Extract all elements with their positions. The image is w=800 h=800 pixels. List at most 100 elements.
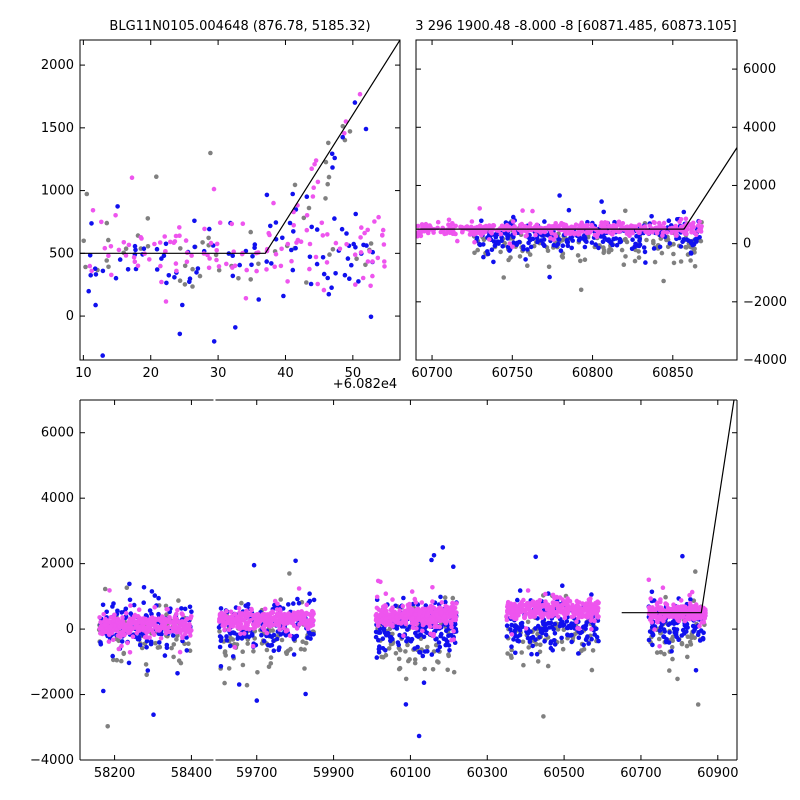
data-point-pink bbox=[174, 268, 179, 274]
data-point-blue bbox=[311, 597, 317, 603]
data-point-gray bbox=[403, 676, 409, 682]
data-point-gray bbox=[104, 220, 110, 226]
data-point-pink bbox=[145, 624, 151, 629]
data-point-blue bbox=[192, 244, 197, 250]
data-point-pink bbox=[202, 226, 207, 232]
data-point-pink bbox=[391, 618, 397, 623]
data-point-pink bbox=[587, 603, 593, 608]
data-point-pink bbox=[378, 579, 383, 585]
data-point-gray bbox=[658, 649, 664, 655]
data-point-blue bbox=[412, 646, 418, 651]
data-point-blue bbox=[305, 635, 311, 640]
data-point-blue bbox=[560, 243, 566, 248]
data-point-gray bbox=[178, 660, 184, 666]
data-point-pink bbox=[115, 616, 121, 622]
data-point-rising bbox=[340, 123, 346, 129]
data-point-blue bbox=[195, 266, 201, 271]
data-point-pink bbox=[108, 623, 114, 629]
data-point-pink bbox=[437, 605, 442, 610]
data-point-blue bbox=[540, 241, 546, 247]
data-point-blue bbox=[601, 209, 606, 215]
data-point-blue bbox=[236, 682, 242, 687]
data-point-blue bbox=[413, 630, 418, 636]
data-point-pink bbox=[158, 263, 163, 269]
data-point-blue bbox=[164, 645, 170, 650]
data-point-gray bbox=[186, 641, 191, 646]
data-point-blue bbox=[474, 235, 480, 241]
data-point-pink bbox=[127, 650, 133, 655]
data-point-blue bbox=[680, 553, 685, 559]
data-point-blue bbox=[224, 638, 230, 643]
data-point-blue bbox=[599, 199, 604, 204]
data-point-gray bbox=[279, 637, 285, 643]
data-point-blue bbox=[548, 639, 554, 644]
data-point-pink bbox=[101, 612, 106, 617]
data-point-blue bbox=[132, 243, 138, 249]
data-point-gray bbox=[244, 682, 250, 688]
data-point-gray bbox=[154, 174, 159, 179]
data-point-gray bbox=[171, 642, 177, 647]
data-point-blue bbox=[515, 638, 520, 644]
data-point-blue bbox=[431, 553, 437, 558]
data-point-gray bbox=[304, 280, 309, 285]
data-point-blue bbox=[583, 238, 588, 244]
data-point-pink bbox=[176, 619, 182, 625]
data-point-pink bbox=[179, 611, 185, 616]
data-point-blue bbox=[269, 642, 275, 648]
x-tick-label: 30 bbox=[210, 366, 227, 381]
data-point-pink bbox=[163, 249, 168, 254]
y-tick-label: 2000 bbox=[41, 557, 74, 572]
data-point-blue bbox=[491, 239, 497, 244]
data-point-blue bbox=[543, 632, 549, 637]
data-point-rising bbox=[323, 196, 328, 201]
data-point-pink bbox=[333, 240, 339, 246]
data-point-gray bbox=[498, 249, 503, 255]
data-point-blue bbox=[269, 261, 274, 266]
data-point-blue bbox=[596, 638, 601, 644]
data-point-pink bbox=[674, 615, 680, 621]
data-point-pink bbox=[162, 234, 167, 239]
data-point-pink bbox=[139, 619, 145, 624]
data-point-pink bbox=[214, 241, 220, 247]
data-point-rising bbox=[304, 194, 310, 199]
data-point-pink bbox=[260, 612, 266, 617]
data-point-blue bbox=[650, 632, 656, 637]
data-point-pink bbox=[682, 618, 688, 624]
data-point-pink bbox=[413, 612, 419, 617]
data-point-gray bbox=[675, 676, 680, 682]
data-point-blue bbox=[541, 237, 547, 242]
data-point-rising bbox=[310, 194, 316, 199]
data-point-blue bbox=[528, 244, 534, 250]
data-point-pink bbox=[274, 618, 280, 624]
data-point-gray bbox=[102, 586, 108, 592]
data-point-gray bbox=[517, 254, 523, 259]
data-point-pink bbox=[358, 250, 364, 255]
data-point-pink bbox=[175, 607, 180, 613]
data-point-gray bbox=[451, 669, 457, 675]
data-point-rising bbox=[340, 134, 346, 140]
data-point-pink bbox=[560, 597, 565, 602]
y-tick-label: 2000 bbox=[41, 58, 74, 73]
data-point-blue bbox=[249, 262, 254, 268]
data-point-gray bbox=[405, 642, 410, 648]
data-point-pink bbox=[128, 603, 133, 608]
data-point-pink bbox=[126, 629, 132, 634]
data-point-gray bbox=[264, 647, 270, 653]
fit-line bbox=[621, 400, 735, 614]
data-point-blue bbox=[113, 275, 119, 281]
data-point-gray bbox=[590, 648, 596, 653]
data-point-gray bbox=[302, 647, 307, 652]
data-point-pink bbox=[305, 626, 311, 631]
data-point-pink bbox=[698, 229, 704, 234]
data-point-gray bbox=[632, 258, 638, 264]
data-point-blue bbox=[147, 608, 153, 613]
data-point-pink bbox=[431, 633, 436, 639]
data-point-pink bbox=[177, 233, 182, 238]
data-point-pink bbox=[163, 630, 169, 636]
data-point-blue bbox=[164, 280, 169, 286]
data-point-gray bbox=[190, 266, 195, 272]
data-point-pink bbox=[353, 282, 358, 287]
data-point-gray bbox=[525, 263, 530, 269]
data-point-blue bbox=[671, 621, 677, 626]
panel-top-right: 3 296 1900.48 -8.000 -8 [60871.485, 6087… bbox=[411, 19, 787, 381]
